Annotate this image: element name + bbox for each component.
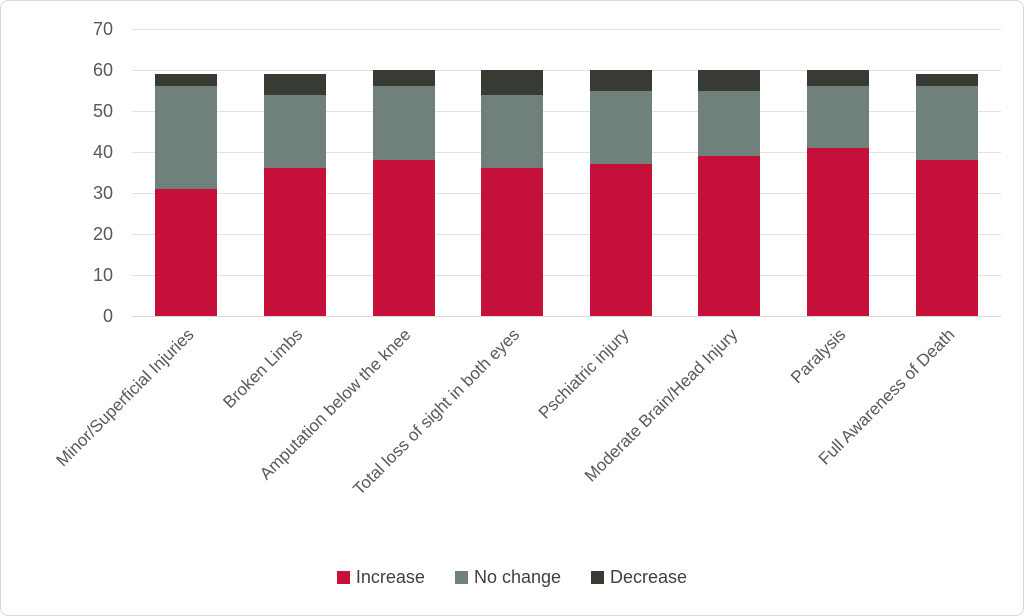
legend-item-decrease: Decrease — [591, 567, 687, 588]
legend-item-no-change: No change — [454, 567, 562, 588]
x-axis-category-label-minor-superficial-injuries: Minor/Superficial Injuries — [52, 325, 198, 471]
bar-segment-increase-total-loss-of-sight-in-both-eyes — [481, 168, 544, 316]
x-axis-baseline — [132, 316, 1001, 317]
bar-segment-increase-broken-limbs — [263, 168, 326, 316]
bar-segment-decrease-amputation-below-the-knee — [372, 70, 435, 87]
y-axis-tick-label-70: 70 — [92, 19, 113, 39]
legend-swatch-increase — [336, 571, 350, 584]
bar-segment-decrease-moderate-brain-head-injury — [698, 70, 761, 91]
bar-segment-increase-amputation-below-the-knee — [372, 160, 435, 316]
legend-swatch-no-change — [454, 571, 468, 584]
bar-segment-decrease-total-loss-of-sight-in-both-eyes — [481, 70, 544, 95]
gridline-y-30 — [132, 193, 1001, 194]
y-axis-tick-label-10: 10 — [92, 265, 113, 285]
bar-segment-increase-paralysis — [807, 147, 870, 316]
y-axis-tick-label-30: 30 — [92, 183, 113, 203]
x-axis-category-label-paralysis: Paralysis — [787, 325, 850, 388]
bar-segment-no-change-total-loss-of-sight-in-both-eyes — [481, 94, 544, 169]
legend-item-increase: Increase — [336, 567, 425, 588]
legend-label-no-change: No change — [473, 567, 562, 587]
bar-segment-no-change-broken-limbs — [263, 94, 326, 169]
bar-segment-no-change-moderate-brain-head-injury — [698, 90, 761, 157]
bar-segment-no-change-minor-superficial-injuries — [155, 86, 218, 189]
y-axis-tick-label-40: 40 — [92, 142, 113, 162]
gridline-y-40 — [132, 152, 1001, 153]
gridline-y-50 — [132, 111, 1001, 112]
bar-segment-increase-moderate-brain-head-injury — [698, 156, 761, 316]
y-axis-tick-label-60: 60 — [92, 60, 113, 80]
y-axis-tick-label-0: 0 — [102, 306, 113, 326]
legend-swatch-decrease — [591, 571, 605, 584]
bar-segment-increase-full-awareness-of-death — [915, 160, 978, 316]
gridline-y-10 — [132, 275, 1001, 276]
bar-segment-decrease-pschiatric-injury — [589, 70, 652, 91]
legend: Increase No change Decrease — [1, 567, 1023, 588]
bar-segment-no-change-amputation-below-the-knee — [372, 86, 435, 161]
legend-label-increase: Increase — [355, 567, 425, 587]
bar-segment-increase-minor-superficial-injuries — [155, 188, 218, 316]
bar-segment-decrease-minor-superficial-injuries — [155, 74, 218, 87]
bar-segment-no-change-paralysis — [807, 86, 870, 148]
y-axis-tick-label-20: 20 — [92, 224, 113, 244]
bar-segment-decrease-full-awareness-of-death — [915, 74, 978, 87]
x-axis-category-label-broken-limbs: Broken Limbs — [219, 325, 307, 412]
gridline-y-20 — [132, 234, 1001, 235]
x-axis-category-label-pschiatric-injury: Pschiatric injury — [534, 325, 633, 423]
bar-segment-no-change-pschiatric-injury — [589, 90, 652, 165]
gridline-y-60 — [132, 70, 1001, 71]
bar-segment-decrease-broken-limbs — [263, 74, 326, 95]
legend-label-decrease: Decrease — [610, 567, 688, 587]
y-axis-tick-label-50: 50 — [92, 101, 113, 121]
bar-segment-decrease-paralysis — [807, 70, 870, 87]
gridline-y-70 — [132, 29, 1001, 30]
bar-segment-increase-pschiatric-injury — [589, 164, 652, 316]
bar-segment-no-change-full-awareness-of-death — [915, 86, 978, 161]
